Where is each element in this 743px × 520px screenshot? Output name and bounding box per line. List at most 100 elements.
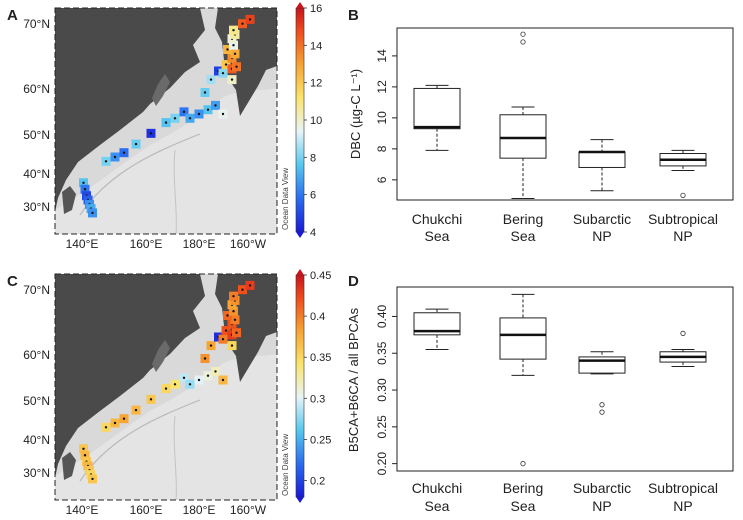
panel-letter-a: A xyxy=(7,7,18,24)
box xyxy=(499,114,547,159)
category-label: Sea xyxy=(425,498,450,514)
odv-credit: Ocean Data View xyxy=(281,168,290,230)
box xyxy=(499,317,547,360)
odv-credit: Ocean Data View xyxy=(281,434,290,496)
colorbar-tick-label: 0.35 xyxy=(310,352,331,364)
colorbar-cap-bottom xyxy=(296,497,304,503)
station-dot xyxy=(221,337,225,341)
station-dot xyxy=(226,48,229,51)
map-frame-a xyxy=(54,7,278,235)
outlier-point xyxy=(520,461,526,467)
station-dot xyxy=(197,378,201,382)
panel-b: B DBC (µg-C L⁻¹) 6 8 10 12 14 Chukchi Sea Be… xyxy=(348,7,734,244)
station-dot xyxy=(224,329,228,332)
station-dot xyxy=(248,18,252,21)
category-label: NP xyxy=(592,498,611,514)
map-frame-c xyxy=(54,273,278,501)
station-dot xyxy=(122,417,126,420)
station-dot xyxy=(134,142,138,146)
colorbar-c xyxy=(295,274,305,498)
lat-label: 60°N xyxy=(23,82,50,96)
y-axis-label: DBC (µg-C L⁻¹) xyxy=(348,69,363,159)
station-dot xyxy=(233,52,237,55)
lat-label: 30°N xyxy=(23,466,50,480)
y-tick-label: 12 xyxy=(375,80,389,94)
colorbar-tick-label: 0.3 xyxy=(310,393,325,405)
station-dot xyxy=(221,71,225,75)
lat-label: 60°N xyxy=(23,348,50,362)
station-dot xyxy=(203,357,207,360)
station-dot xyxy=(91,211,94,215)
deep-ocean-shade xyxy=(55,354,277,500)
colorbar-cap-bottom xyxy=(296,232,304,238)
colorbar-tick-label: 16 xyxy=(310,3,322,15)
colorbar-tick-label: 8 xyxy=(310,152,316,164)
japan-islands xyxy=(62,186,76,214)
colorbar-a xyxy=(295,7,305,233)
station-dot xyxy=(209,344,213,347)
station-dot xyxy=(224,63,228,66)
station-dot xyxy=(226,314,229,317)
category-label: Subarctic xyxy=(573,211,631,227)
boxplot-marks-d: 0.20 0.25 0.30 0.35 0.40 xyxy=(375,293,707,475)
station-dot xyxy=(235,65,238,68)
lat-label: 70°N xyxy=(23,17,50,31)
lon-label: 180°E xyxy=(183,237,216,251)
station-dot xyxy=(232,294,235,298)
plot-frame-d xyxy=(396,286,734,472)
category-label: Chukchi xyxy=(412,211,463,227)
colorbar-tick-label: 0.45 xyxy=(310,270,331,282)
lon-label: 160°W xyxy=(230,237,267,251)
colorbar-tick-label: 4 xyxy=(310,227,316,239)
station-dot xyxy=(149,132,153,135)
box xyxy=(578,356,626,374)
panel-letter-c: C xyxy=(7,273,18,290)
station-dot xyxy=(241,22,244,25)
station-dot xyxy=(82,447,85,450)
colorbar-cap-top xyxy=(296,2,304,8)
station-dot xyxy=(209,78,213,81)
category-label: NP xyxy=(592,228,611,244)
category-label: Bering xyxy=(503,480,543,496)
stations-a xyxy=(79,14,255,218)
lon-label: 140°E xyxy=(66,237,99,251)
category-label: Bering xyxy=(503,211,543,227)
station-dot xyxy=(221,378,225,382)
outlier-point xyxy=(520,31,526,37)
y-tick-label: 6 xyxy=(375,176,389,183)
category-label: Subtropical xyxy=(648,211,718,227)
outlier-point xyxy=(680,192,686,198)
plot-frame-b xyxy=(396,27,734,201)
kamchatka-peninsula xyxy=(152,74,170,106)
stations-c xyxy=(79,280,255,484)
station-dot xyxy=(173,117,177,120)
category-label: Chukchi xyxy=(412,480,463,496)
station-dot xyxy=(164,387,168,390)
station-dot xyxy=(113,155,117,159)
station-dot xyxy=(221,112,225,116)
panel-letter-d: D xyxy=(348,273,359,290)
panel-c: C 70°N 60°N 50°N 40°N 30°N 140°E 160°E 1… xyxy=(7,269,331,517)
colorbar-ticks-a: 4 6 8 10 12 14 16 xyxy=(304,3,322,239)
station-dot xyxy=(164,121,168,124)
colorbar-cap-top xyxy=(296,269,304,275)
station-dot xyxy=(149,398,153,401)
station-dot xyxy=(230,344,234,347)
lat-label: 70°N xyxy=(23,283,50,297)
colorbar-tick-label: 12 xyxy=(310,78,322,90)
station-dot xyxy=(241,288,244,291)
station-dot xyxy=(83,188,87,191)
boxplot-marks-b: 6 8 10 12 14 xyxy=(375,31,707,199)
box xyxy=(413,87,461,130)
station-dot xyxy=(82,181,85,184)
seamount-line xyxy=(173,149,177,234)
asia-landmass xyxy=(55,8,205,212)
deep-ocean-shade xyxy=(55,88,277,234)
colorbar-tick-label: 14 xyxy=(310,40,322,52)
station-dot xyxy=(233,318,237,321)
station-dot xyxy=(232,28,235,32)
station-dot xyxy=(188,383,192,386)
station-dot xyxy=(91,477,94,481)
station-dot xyxy=(182,110,186,114)
